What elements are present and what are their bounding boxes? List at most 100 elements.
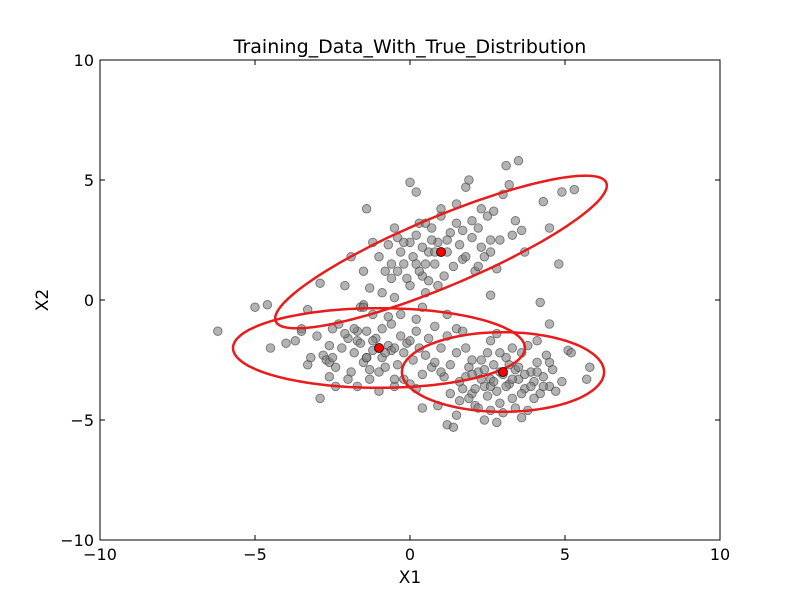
data-point [526,381,536,392]
data-point [380,266,390,276]
data-point [290,336,301,346]
data-point [507,343,518,353]
data-point [417,369,428,380]
data-point [550,386,561,396]
data-point [383,240,394,250]
data-point [399,348,409,358]
data-point [349,324,359,334]
data-point [392,266,403,276]
data-point [389,223,400,233]
data-point [349,348,359,358]
data-point [479,415,490,425]
data-point [423,333,434,344]
data-point [485,336,496,346]
data-point [340,280,350,291]
data-point [485,247,496,257]
data-point [395,331,406,341]
data-point [454,240,465,250]
y-tick-label: −5 [70,411,94,430]
x-axis-ticks: −10 −5 0 5 10 [83,60,730,564]
data-point [417,403,428,413]
y-tick-label: 0 [84,291,94,310]
data-point [538,196,549,207]
data-point [557,187,567,197]
data-point [411,259,421,269]
data-point [488,360,499,370]
data-point [374,252,384,262]
data-point [569,184,580,195]
data-point [451,348,462,358]
data-point [501,381,511,392]
data-point [343,374,353,384]
data-point [451,218,462,228]
data-point [389,374,400,384]
data-point [467,355,477,365]
data-point [529,393,539,404]
data-point [213,326,223,336]
data-point [330,362,341,372]
data-point [411,314,421,324]
data-point [519,369,530,380]
y-tick-label: 10 [74,51,94,70]
data-point [315,393,325,404]
mean-point [374,343,384,353]
means-layer [374,247,508,377]
data-point [516,412,527,423]
data-point [445,360,456,370]
data-point [488,376,499,387]
data-point [544,319,555,329]
data-point [473,261,483,272]
data-point [510,216,521,226]
distribution-ellipse [400,330,606,414]
data-point [507,393,518,404]
data-point [426,235,437,245]
data-point [250,302,260,312]
data-point [389,343,400,353]
data-point [492,417,502,428]
data-point [426,223,437,233]
data-point [461,343,471,353]
data-point [464,175,474,185]
mean-point [436,247,446,257]
data-point [408,355,418,365]
data-point [532,367,542,377]
data-point [306,352,316,363]
data-point [281,338,291,348]
data-point [417,242,428,252]
data-point [538,372,549,382]
data-point [430,259,440,269]
data-point [501,160,511,171]
x-tick-label: −5 [243,545,267,564]
data-point [327,352,338,363]
data-point [479,252,490,262]
data-point [324,372,335,382]
data-point [386,273,397,284]
data-point [585,362,595,372]
data-point [476,355,487,365]
data-point [262,300,273,310]
data-point [581,374,592,384]
data-point [457,225,468,236]
data-point [538,381,549,392]
data-point [557,376,567,387]
points-layer [213,156,595,432]
distribution-ellipse [273,174,609,330]
data-point [383,312,394,322]
data-point [495,235,505,245]
data-point [405,336,415,346]
data-point [411,187,421,197]
data-point [377,288,387,298]
data-point [358,266,369,276]
x-tick-label: 10 [710,545,730,564]
data-point [430,357,440,368]
data-point [482,211,493,221]
y-axis-ticks: 10 5 0 −5 −10 [60,51,720,550]
data-point [488,206,499,216]
data-point [389,292,400,303]
data-point [492,386,502,396]
data-point [374,367,384,377]
data-point [420,350,431,360]
data-point [364,374,375,384]
data-point [566,348,576,358]
